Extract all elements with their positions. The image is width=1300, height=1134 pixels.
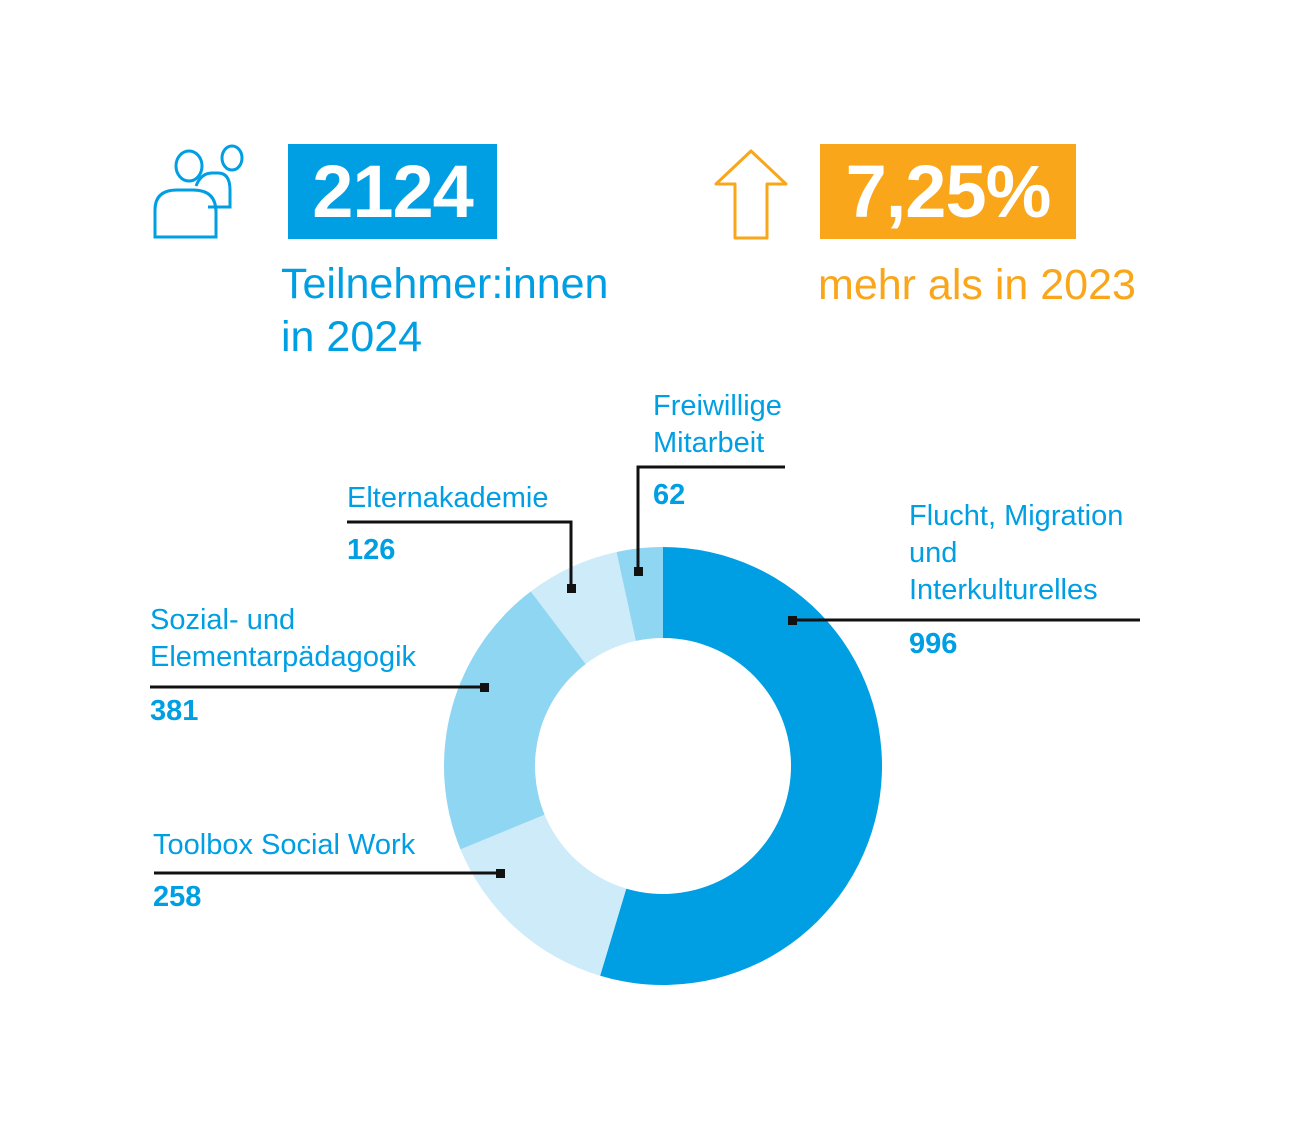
growth-value-badge: 7,25% bbox=[820, 144, 1076, 239]
slice-value-freiwillige: 62 bbox=[653, 479, 686, 511]
label-line: Sozial- und bbox=[150, 604, 296, 636]
leader-line-eltern bbox=[347, 520, 573, 588]
leader-dot-flucht bbox=[788, 616, 797, 625]
growth-label: mehr als in 2023 bbox=[818, 261, 1136, 309]
slice-label-flucht: Flucht, Migration und Interkulturelles bbox=[909, 498, 1123, 609]
label-line: und bbox=[909, 537, 958, 569]
leader-dot-freiwillige bbox=[634, 567, 643, 576]
slice-value-sozial: 381 bbox=[150, 695, 199, 727]
leader-dot-eltern bbox=[567, 584, 576, 593]
label-line: Flucht, Migration bbox=[909, 500, 1124, 532]
slice-label-sozial: Sozial- und Elementarpädagogik bbox=[150, 602, 416, 676]
donut-slice-3 bbox=[530, 551, 636, 664]
slice-label-freiwillige: Freiwillige Mitarbeit bbox=[653, 388, 782, 462]
donut-slice-0 bbox=[600, 547, 883, 985]
label-line: Elementarpädagogik bbox=[150, 641, 417, 673]
participants-label-line1: Teilnehmer:innen bbox=[281, 260, 609, 308]
arrow-up-icon bbox=[714, 149, 788, 240]
participants-label-line2: in 2024 bbox=[281, 313, 423, 361]
slice-value-eltern: 126 bbox=[347, 534, 396, 566]
leader-dot-toolbox bbox=[496, 869, 505, 878]
label-line: Mitarbeit bbox=[653, 427, 765, 459]
people-icon bbox=[153, 144, 244, 239]
slice-label-toolbox: Toolbox Social Work bbox=[153, 829, 416, 861]
label-line: Freiwillige bbox=[653, 390, 782, 422]
slice-value-toolbox: 258 bbox=[153, 881, 202, 913]
donut-slice-2 bbox=[444, 591, 586, 850]
slice-label-eltern: Elternakademie bbox=[347, 482, 549, 514]
donut-slice-1 bbox=[460, 814, 627, 976]
participants-label: Teilnehmer:innen in 2024 bbox=[281, 258, 608, 364]
donut-slice-4 bbox=[616, 547, 663, 641]
participants-value-badge: 2124 bbox=[288, 144, 497, 239]
leader-line-freiwillige bbox=[636, 465, 785, 571]
leader-dot-sozial bbox=[480, 683, 489, 692]
label-line: Interkulturelles bbox=[909, 574, 1098, 606]
slice-value-flucht: 996 bbox=[909, 628, 958, 660]
